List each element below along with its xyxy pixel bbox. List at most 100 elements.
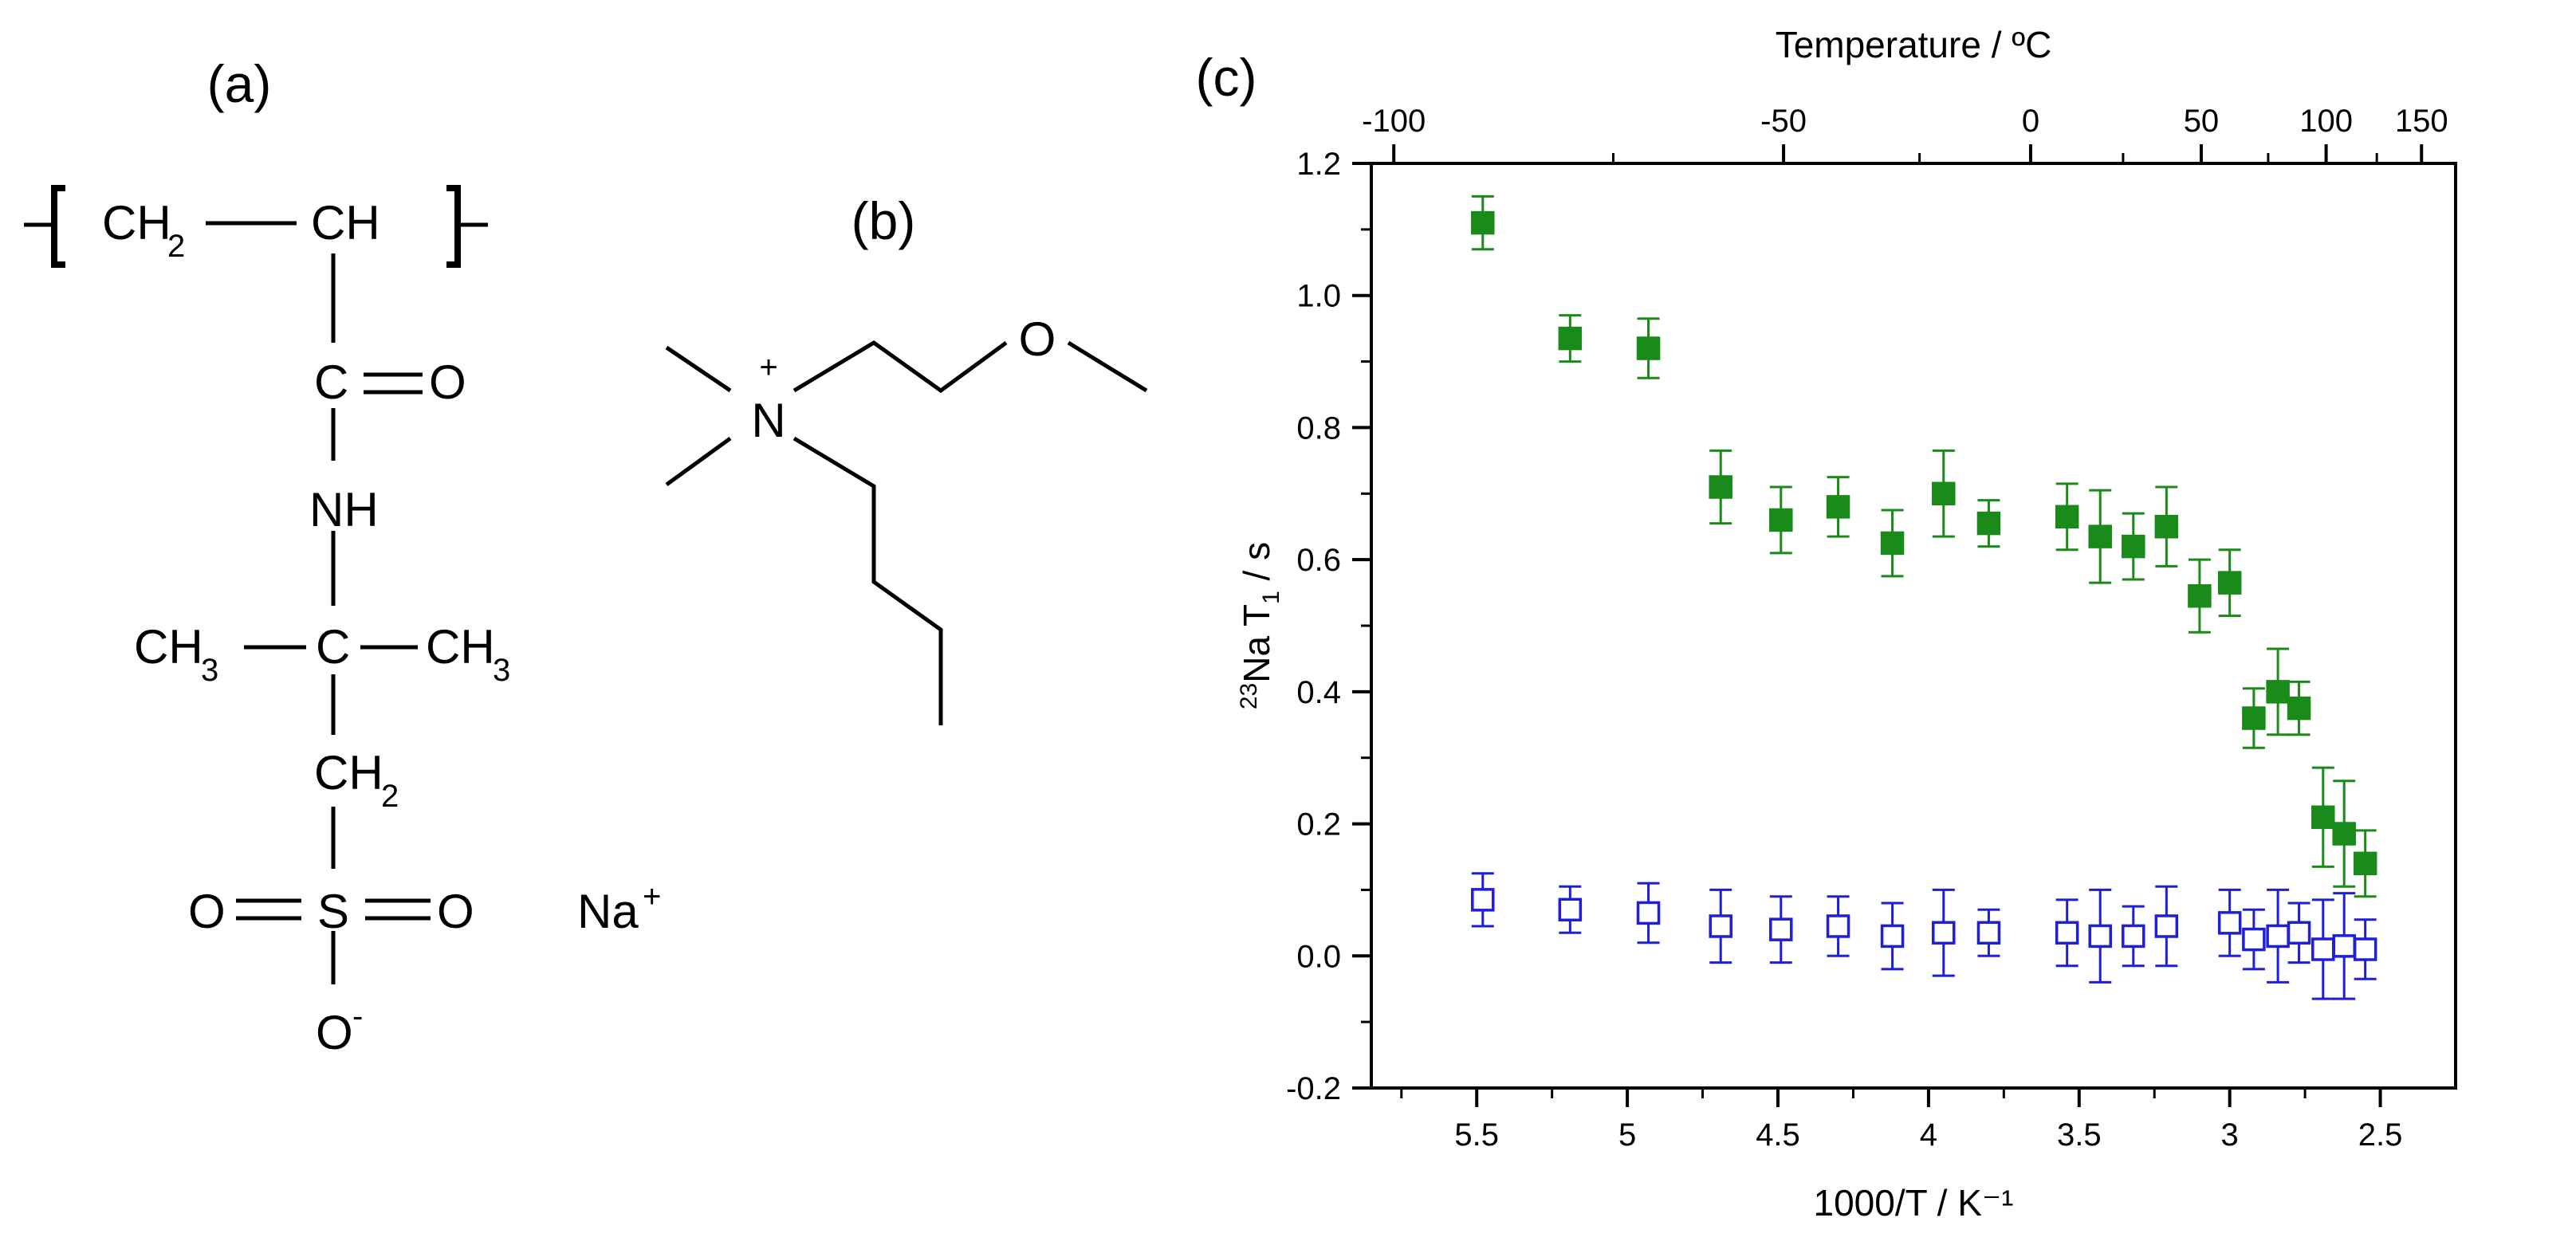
atom-nitrogen: N: [751, 394, 785, 447]
x-axis-label: 1000/T / K⁻¹: [1813, 1182, 2013, 1223]
chain-bonds: [236, 253, 431, 984]
data-point-filled: [1471, 210, 1495, 235]
data-point-filled: [2266, 680, 2290, 704]
data-point-filled: [2154, 514, 2179, 539]
data-point-open: [2242, 927, 2266, 952]
cation-skeleton: [665, 340, 1148, 725]
y-tick-label: 0.6: [1296, 543, 1341, 578]
top-axis-label: Temperature / ºC: [1776, 24, 2052, 65]
atom-carbonyl-o: O: [429, 355, 466, 409]
data-point-open: [2154, 914, 2179, 938]
data-point-open: [1932, 921, 1956, 945]
data-point-open: [1880, 924, 1905, 949]
x-tick-label: 4: [1920, 1117, 1937, 1153]
data-point-open: [2122, 924, 2145, 949]
data-point-filled: [2088, 524, 2112, 548]
data-point-filled: [1709, 475, 1732, 499]
data-point-filled: [2242, 706, 2266, 730]
data-point-filled: [2287, 696, 2311, 721]
chart: 5.5 5 4.5 4 3.5 3 2.5 -0.2 0.0 0.2 0.4 0.6 0.8 1.0 1.2…: [1236, 24, 2457, 1223]
data-point-filled: [2311, 805, 2335, 830]
atom-ch2-top: CH: [102, 196, 171, 249]
counter-ion-charge: +: [643, 879, 661, 914]
data-point-filled: [1769, 508, 1793, 532]
y-tick-label: 1.2: [1296, 147, 1341, 182]
top-tick-label: -100: [1362, 104, 1426, 139]
y-axis-label-main: Na T: [1236, 604, 1277, 683]
x-tick-label: 5.5: [1454, 1117, 1499, 1153]
data-point-open: [1826, 914, 1850, 938]
nitrogen-charge: +: [759, 350, 777, 385]
data-point-open: [2088, 924, 2112, 949]
data-point-open: [2353, 937, 2377, 961]
y-axis-label: 23Na T1 / s: [1236, 542, 1284, 709]
top-tick-label: 100: [2299, 104, 2353, 139]
top-tick-label: -50: [1760, 104, 1807, 139]
atom-quaternary-c: C: [316, 620, 350, 674]
data-point-open: [2217, 911, 2242, 935]
y-tick-label: 0.8: [1296, 410, 1341, 446]
data-point-open: [1709, 914, 1732, 938]
y-tick-label: 0.4: [1296, 675, 1341, 710]
data-point-open: [2311, 937, 2335, 961]
panel-a: (a) CH 2 CH: [24, 54, 661, 1059]
atom-sulfonyl-o-right: O: [437, 885, 474, 938]
atom-sulfonyl-o-left: O: [188, 885, 226, 938]
data-point-filled: [2217, 571, 2242, 595]
data-point-filled: [2332, 822, 2356, 846]
data-point-filled: [2122, 534, 2145, 559]
data-point-filled: [1558, 326, 1583, 351]
data-point-filled: [1932, 481, 1956, 506]
x-tick-label: 5: [1618, 1117, 1636, 1153]
panel-c-label: (c): [1196, 48, 1257, 107]
data-point-open: [2287, 921, 2311, 945]
data-point-filled: [1826, 495, 1850, 519]
panel-b: (b) N + O: [665, 191, 1148, 725]
atom-ch3-left-sub: 3: [201, 653, 218, 688]
atom-sulfur: S: [317, 885, 349, 938]
x-tick-label: 2.5: [2358, 1117, 2403, 1153]
panel-a-label: (a): [207, 54, 272, 113]
repeat-unit-brackets: [24, 185, 488, 268]
atom-ch3-right: CH: [426, 620, 495, 674]
atom-ether-oxygen: O: [1019, 312, 1056, 366]
atom-sulfonate-o: O: [316, 1006, 353, 1059]
y-axis-label-subscript: 1: [1258, 591, 1284, 604]
data-point-open: [2055, 921, 2079, 945]
x-tick-label: 4.5: [1756, 1117, 1800, 1153]
data-point-open: [1471, 888, 1495, 912]
y-tick-label: -0.2: [1286, 1071, 1341, 1106]
data-point-filled: [2055, 505, 2079, 529]
top-tick-label: 0: [2022, 104, 2039, 139]
x-tick-label: 3.5: [2057, 1117, 2102, 1153]
data-point-open: [1558, 897, 1583, 922]
backbone-group: CH 2 CH: [102, 196, 380, 264]
data-point-open: [1769, 917, 1793, 941]
top-tick-label: 50: [2184, 104, 2220, 139]
y-axis-label-unit: / s: [1236, 542, 1277, 591]
data-point-filled: [1976, 511, 2001, 536]
data-point-open: [1976, 921, 2001, 945]
counter-ion: Na: [577, 885, 639, 938]
x-tick-label: 3: [2221, 1117, 2239, 1153]
data-point-filled: [2188, 583, 2212, 608]
atom-ch2-mid-sub: 2: [381, 779, 399, 814]
atom-ch-top: CH: [311, 196, 380, 249]
data-point-open: [1636, 901, 1661, 925]
y-tick-label: 1.0: [1296, 279, 1341, 314]
y-axis-label-superscript: 23: [1236, 683, 1262, 709]
data-point-open: [2266, 924, 2290, 949]
top-tick-label: 150: [2395, 104, 2448, 139]
atom-ch3-left: CH: [134, 620, 203, 674]
panel-b-label: (b): [851, 191, 916, 250]
atom-ch2-mid: CH: [314, 746, 383, 799]
atom-sulfonate-charge: -: [352, 999, 363, 1034]
atom-carbonyl-c: C: [314, 355, 348, 409]
y-tick-label: 0.2: [1296, 807, 1341, 842]
y-tick-label: 0.0: [1296, 939, 1341, 974]
data-point-filled: [1636, 336, 1661, 360]
atom-ch3-right-sub: 3: [493, 653, 510, 688]
panel-c: (c) 5.5 5 4.5 4 3.5 3 2.5 -0.2 0.0 0.2 0.4 0.6 0.8 1.…: [1196, 24, 2457, 1223]
series-filled-squares: [1471, 194, 2377, 898]
